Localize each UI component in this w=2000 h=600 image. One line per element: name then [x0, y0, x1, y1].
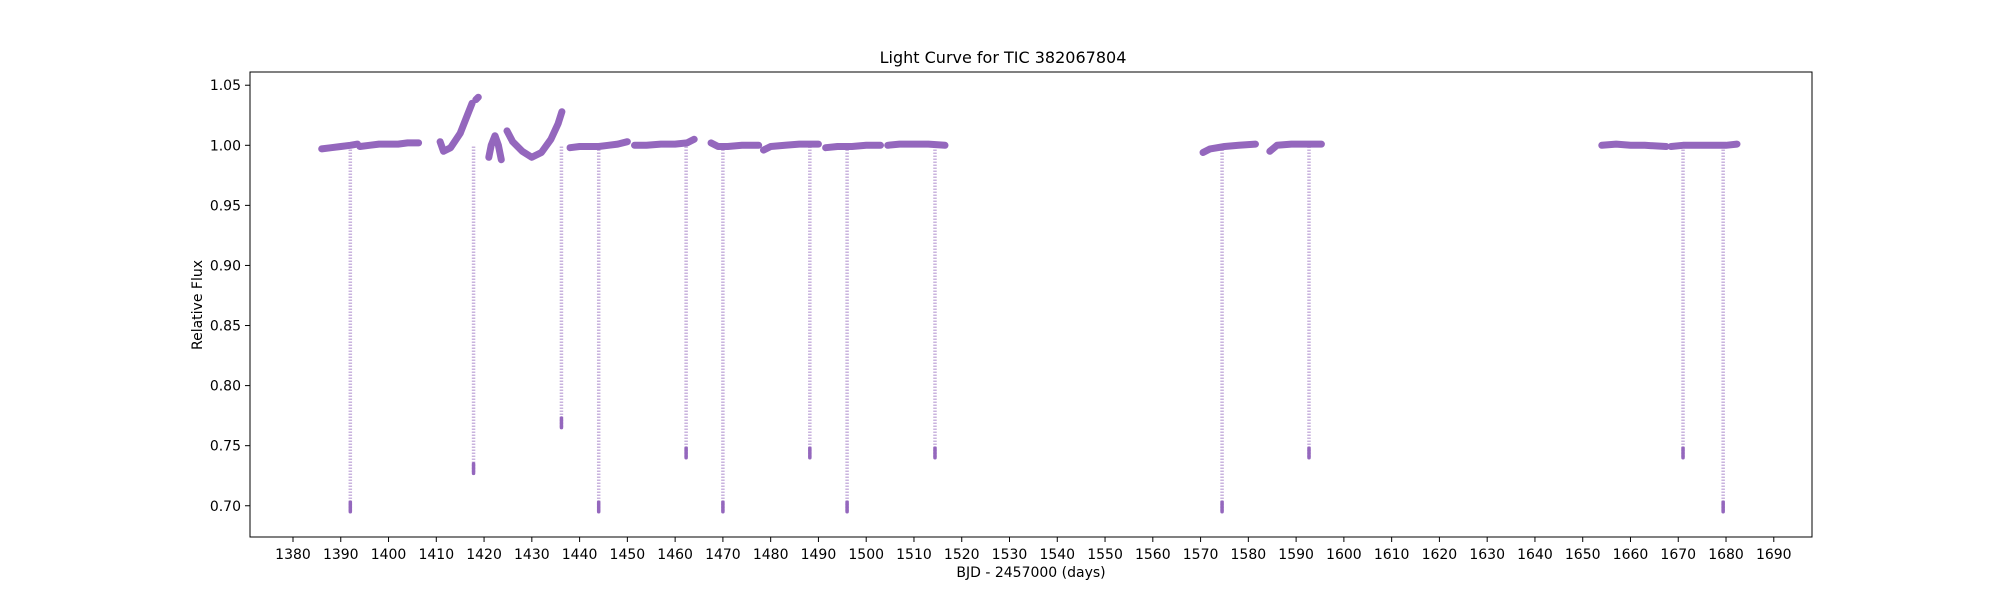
x-tick-label: 1420 — [466, 547, 502, 563]
x-tick-label: 1410 — [418, 547, 454, 563]
x-tick-label: 1640 — [1517, 547, 1553, 563]
x-tick-label: 1460 — [657, 547, 693, 563]
chart-title: Light Curve for TIC 382067804 — [880, 48, 1127, 67]
x-tick-label: 1650 — [1565, 547, 1601, 563]
data-points — [318, 93, 1741, 514]
flux-segment — [631, 135, 698, 149]
x-tick-label: 1520 — [944, 547, 980, 563]
flux-segment — [1199, 140, 1259, 156]
x-tick-label: 1450 — [610, 547, 646, 563]
flux-segment — [436, 99, 476, 155]
x-tick-label: 1440 — [562, 547, 598, 563]
x-tick-label: 1510 — [896, 547, 932, 563]
x-tick-label: 1600 — [1326, 547, 1362, 563]
flux-segment — [356, 139, 423, 150]
x-tick-label: 1390 — [323, 547, 359, 563]
x-tick-label: 1560 — [1135, 547, 1171, 563]
y-tick-label: 0.70 — [210, 499, 241, 515]
x-axis: 1380 1390 1400 1410 1420 1430 1440 1450 1460 1470… — [275, 537, 1792, 563]
flux-segment — [884, 140, 949, 149]
flux-segment — [760, 140, 822, 154]
x-tick-label: 1680 — [1708, 547, 1744, 563]
x-tick-label: 1580 — [1231, 547, 1267, 563]
x-tick-label: 1380 — [275, 547, 311, 563]
x-tick-label: 1690 — [1756, 547, 1792, 563]
flux-segment — [318, 140, 361, 153]
x-tick-label: 1660 — [1613, 547, 1649, 563]
x-tick-label: 1570 — [1183, 547, 1219, 563]
flux-segment — [1598, 140, 1670, 150]
y-axis-label: Relative Flux — [190, 260, 206, 350]
x-tick-label: 1630 — [1469, 547, 1505, 563]
x-tick-label: 1610 — [1374, 547, 1410, 563]
x-tick-label: 1530 — [992, 547, 1028, 563]
flux-segment — [503, 108, 566, 161]
flux-segment — [707, 139, 763, 150]
y-axis: 0.70 0.75 0.80 0.85 0.90 0.95 1.00 1.05 — [210, 78, 250, 515]
x-tick-label: 1430 — [514, 547, 550, 563]
flux-segment — [472, 93, 482, 104]
y-tick-label: 1.00 — [210, 138, 241, 154]
x-tick-label: 1620 — [1422, 547, 1458, 563]
x-tick-label: 1500 — [848, 547, 884, 563]
y-tick-label: 0.85 — [210, 319, 241, 335]
x-tick-label: 1490 — [801, 547, 837, 563]
x-tick-label: 1480 — [753, 547, 789, 563]
flux-segment — [1667, 140, 1741, 150]
y-tick-label: 0.80 — [210, 379, 241, 395]
plot-frame — [249, 71, 1813, 538]
flux-segment — [1266, 140, 1325, 155]
x-tick-label: 1670 — [1660, 547, 1696, 563]
flux-segment — [485, 132, 505, 164]
x-tick-label: 1400 — [371, 547, 407, 563]
y-tick-label: 0.95 — [210, 198, 241, 214]
x-tick-label: 1470 — [705, 547, 741, 563]
y-tick-label: 1.05 — [210, 78, 241, 94]
y-tick-label: 0.75 — [210, 439, 241, 455]
x-tick-label: 1590 — [1278, 547, 1314, 563]
flux-segment — [822, 141, 884, 152]
x-axis-label: BJD - 2457000 (days) — [956, 565, 1105, 581]
x-tick-label: 1550 — [1087, 547, 1123, 563]
y-tick-label: 0.90 — [210, 258, 241, 274]
x-tick-label: 1540 — [1039, 547, 1075, 563]
